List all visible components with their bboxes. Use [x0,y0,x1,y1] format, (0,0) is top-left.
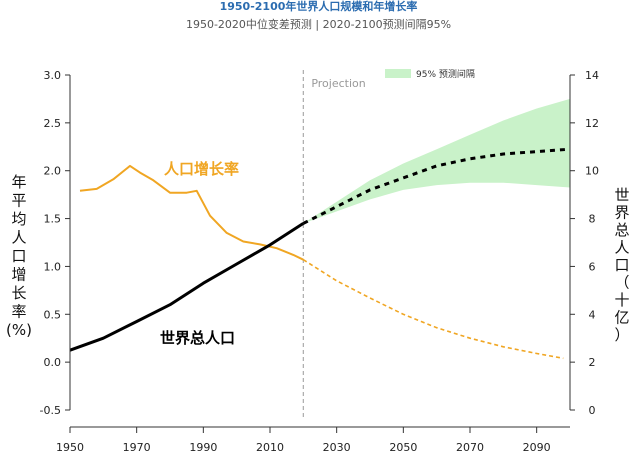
left-tick-label: 2.0 [44,165,62,178]
x-tick-label: 1970 [123,441,151,454]
right-tick-label: 8 [589,213,596,226]
x-tick-label: 2050 [389,441,417,454]
right-tick-label: 10 [585,165,599,178]
left-tick-label: 0.0 [44,356,62,369]
x-tick-label: 1990 [189,441,217,454]
right-tick-label: 6 [589,260,596,273]
right-axis-title: 世界总人口（十亿） [614,186,629,344]
series-pop-hist [69,222,305,352]
right-tick-label: 12 [585,117,599,130]
growth-rate-annotation: 人口增长率 [164,160,239,178]
population-annotation: 世界总人口 [160,329,235,347]
x-tick-label: 1950 [56,441,84,454]
left-tick-label: 1.5 [44,213,62,226]
x-tick-label: 2070 [456,441,484,454]
left-axis-title: 年平均人口增长率(%) [6,173,32,339]
projection-label: Projection [311,77,365,90]
left-tick-label: 2.5 [44,117,62,130]
right-tick-label: 14 [585,69,599,82]
x-tick-label: 2030 [323,441,351,454]
legend-swatch [385,69,411,78]
chart-subtitle: 1950-2020中位变差预测 | 2020-2100预测间隔95% [185,18,452,31]
right-tick-label: 4 [589,308,596,321]
chart-title: 1950-2100年世界人口规模和年增长率 [219,0,418,13]
left-tick-label: -0.5 [40,404,61,417]
x-tick-label: 2010 [256,441,284,454]
legend-label: 95% 预测间隔 [416,68,475,80]
x-tick-label: 2090 [523,441,551,454]
prediction-band [303,98,570,224]
series-growth-proj [302,259,564,360]
left-tick-label: 1.0 [44,260,62,273]
right-tick-label: 2 [589,356,596,369]
left-tick-label: 0.5 [44,308,62,321]
left-tick-label: 3.0 [44,69,62,82]
right-tick-label: 0 [589,404,596,417]
